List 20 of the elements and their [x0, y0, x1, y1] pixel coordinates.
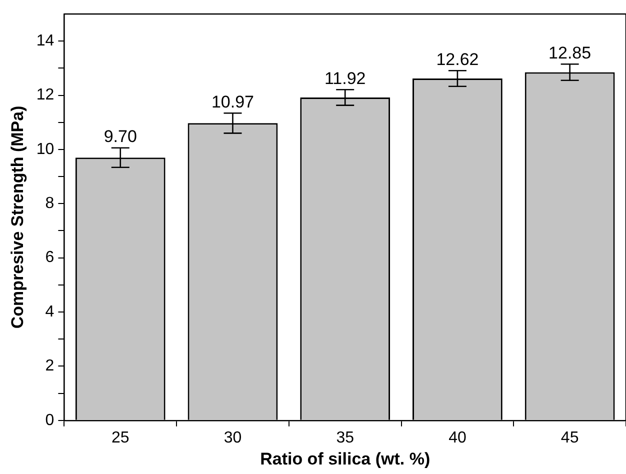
y-tick-label: 4	[45, 303, 54, 320]
x-tick-label: 40	[448, 429, 466, 446]
data-label: 12.62	[436, 50, 479, 69]
y-axis-title: Compresive Strength (MPa)	[8, 106, 27, 329]
y-tick-label: 10	[36, 140, 54, 158]
data-label: 10.97	[211, 92, 254, 112]
data-label: 12.85	[548, 43, 592, 62]
data-label: 9.70	[104, 127, 137, 146]
x-axis-title: Ratio of silica (wt. %)	[260, 449, 430, 468]
x-tick-label: 30	[224, 429, 242, 446]
y-tick-label: 12	[36, 86, 54, 104]
y-tick-label: 6	[45, 249, 54, 266]
x-tick-label: 45	[560, 429, 579, 446]
x-tick-label: 35	[336, 429, 354, 446]
y-tick-label: 2	[45, 358, 54, 375]
y-tick-label: 8	[45, 195, 54, 212]
y-tick-label: 0	[45, 412, 54, 429]
data-label: 11.92	[324, 68, 366, 88]
y-tick-label: 14	[36, 32, 54, 50]
x-tick-label: 25	[111, 429, 130, 446]
